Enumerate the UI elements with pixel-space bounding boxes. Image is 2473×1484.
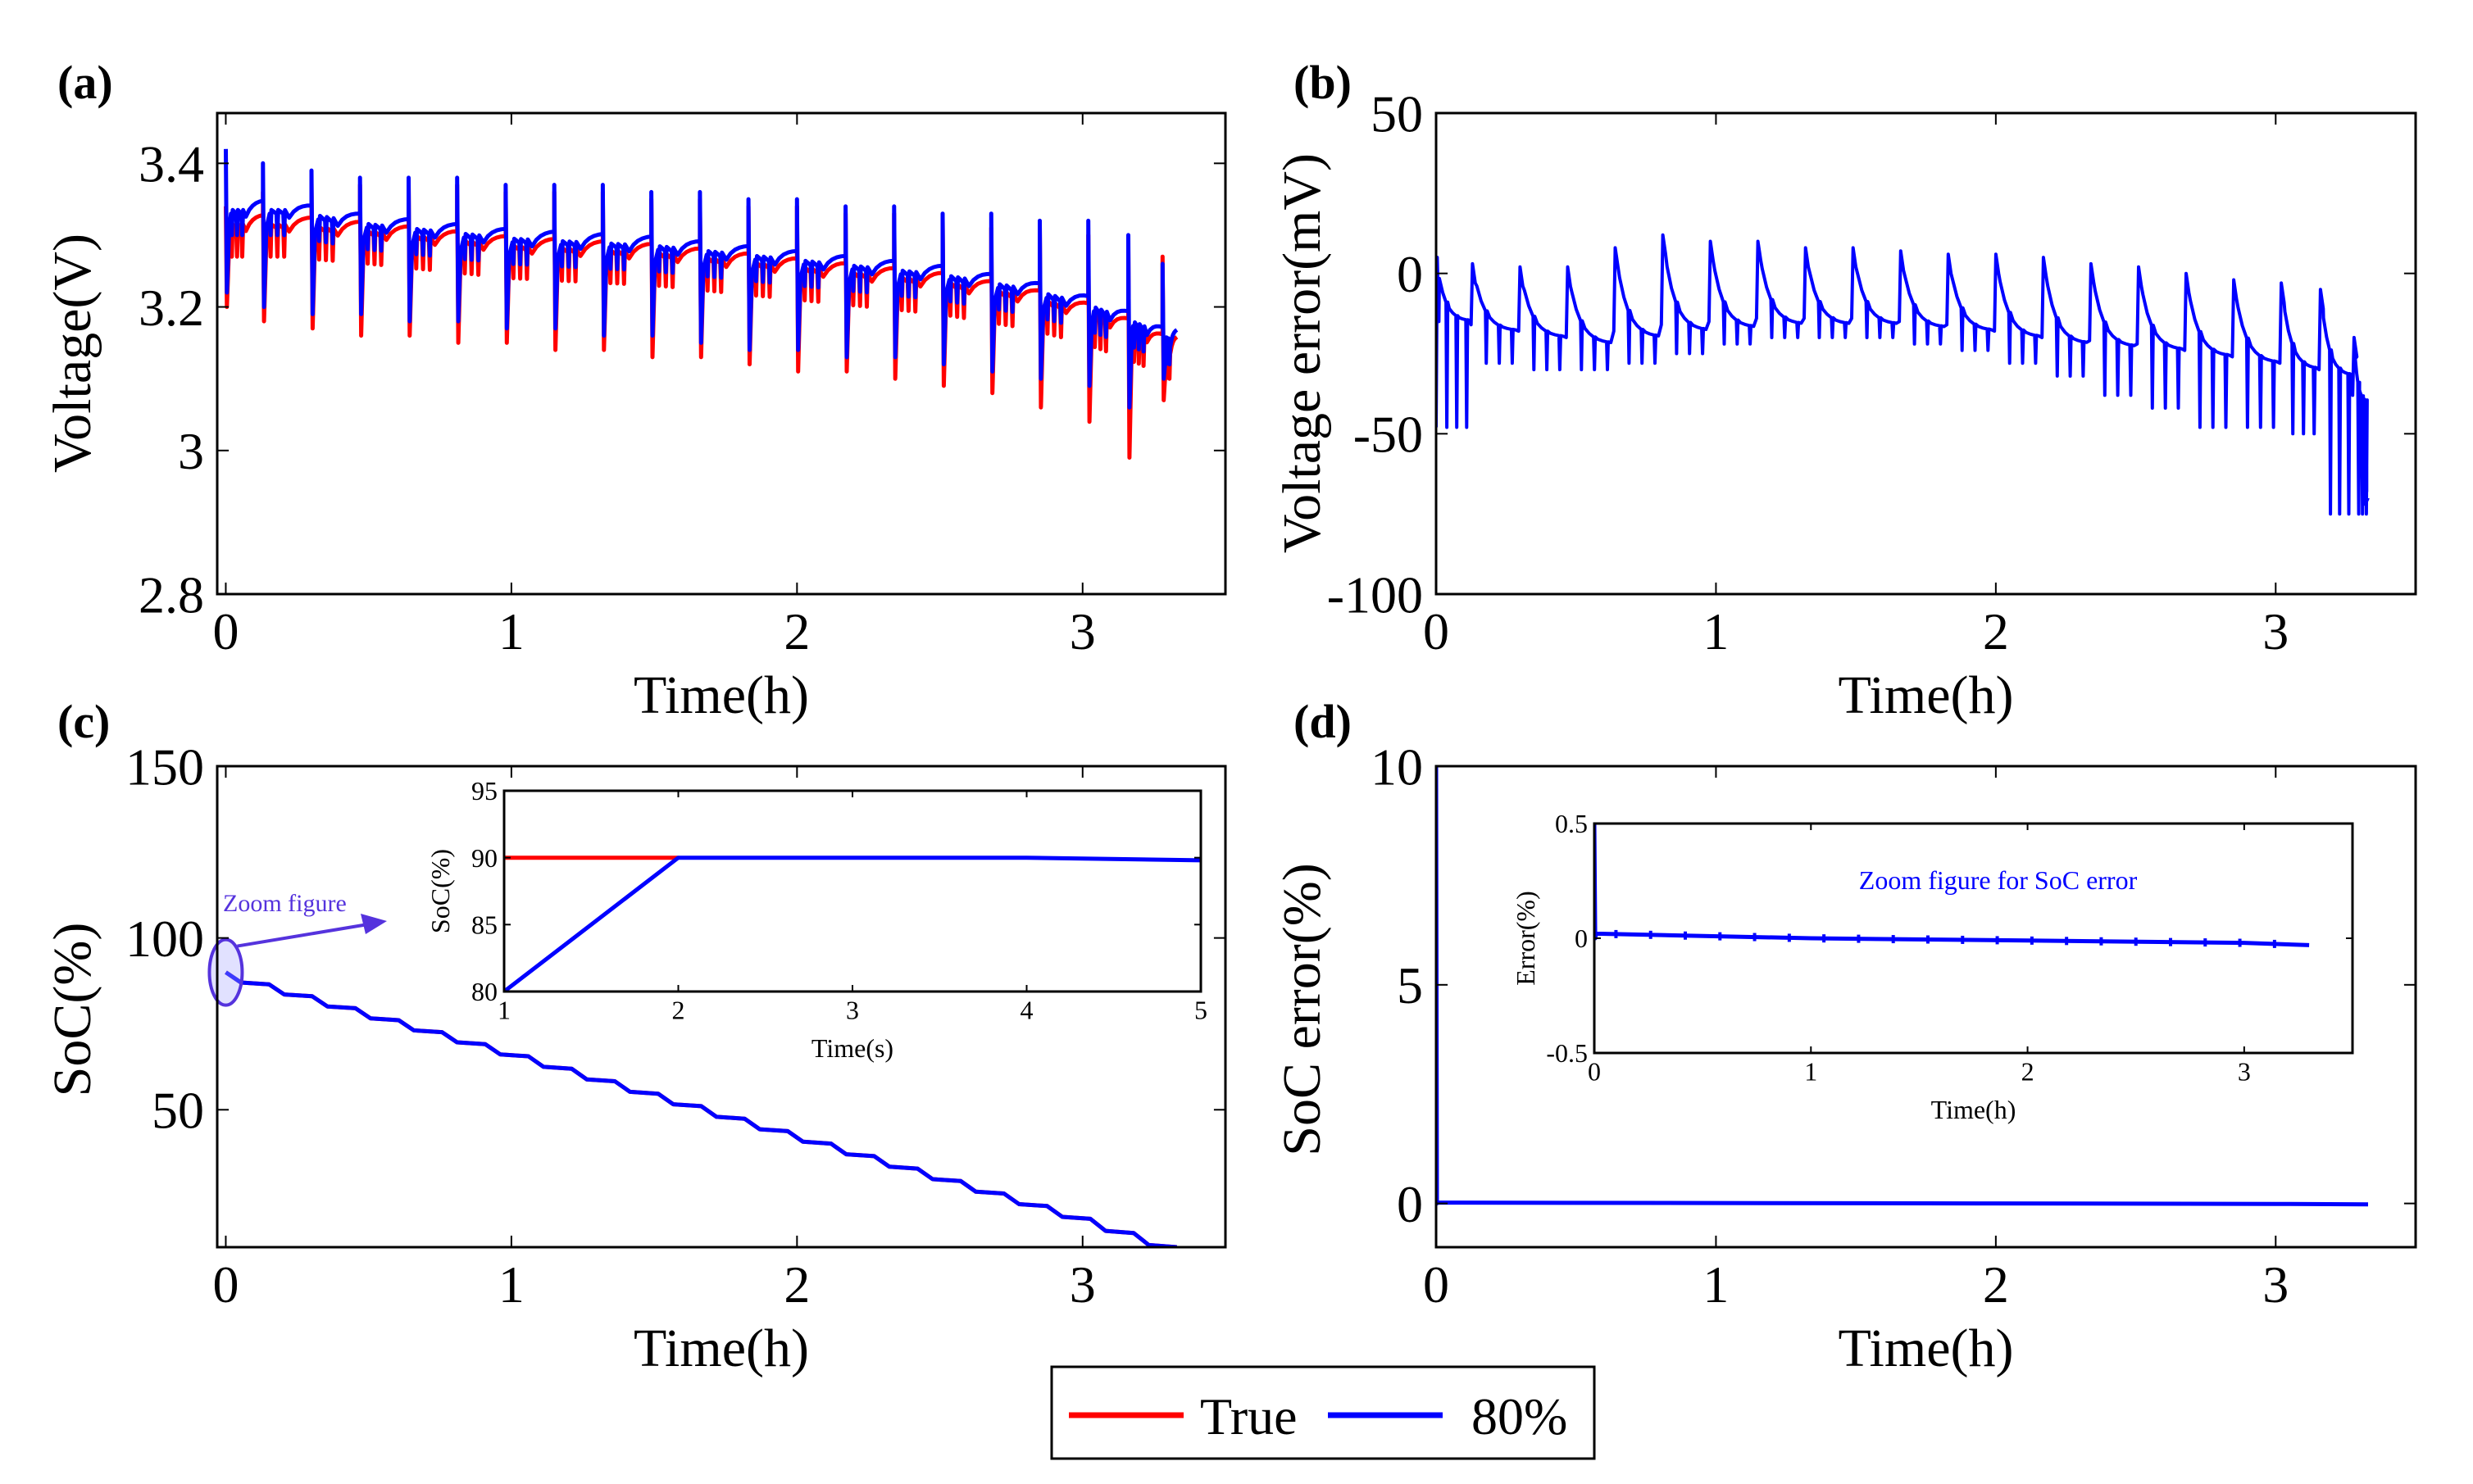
panel-c-inset-x-axis-label: Time(s) <box>811 1033 893 1063</box>
legend: True 80% <box>1050 1365 1596 1460</box>
panel-d-inset-y-tick-label: -0.5 <box>1546 1038 1588 1068</box>
panel-a-x-tick-label: 2 <box>784 602 810 660</box>
panel-c-zoom-arrow <box>237 922 374 948</box>
panel-b-x-tick-label: 3 <box>2262 602 2289 660</box>
panel-c-zoom-annotation: Zoom figure <box>223 890 347 917</box>
panel-b: (b) 0 1 2 3 -100 -50 0 50 Time(h) Voltage error(mV… <box>1272 56 2417 725</box>
legend-true-label: True <box>1200 1387 1298 1445</box>
panel-c-inset-background <box>504 791 1201 992</box>
panel-c-inset-y-tick-label: 95 <box>471 776 498 806</box>
panel-a-series-80-line <box>224 148 1179 410</box>
panel-d-inset-y-tick-label: 0 <box>1575 924 1588 953</box>
panel-d-inset-x-tick-label: 1 <box>1804 1057 1817 1087</box>
panel-c-inset-y-tick-label: 85 <box>471 910 498 940</box>
panel-c-x-tick-label: 2 <box>784 1255 810 1314</box>
panel-d-inset-title: Zoom figure for SoC error <box>1859 865 2138 895</box>
panel-c-x-axis-label: Time(h) <box>634 1318 809 1378</box>
panel-c-inset-x-tick-label: 3 <box>846 996 859 1025</box>
panel-d-y-tick-label: 5 <box>1397 956 1423 1014</box>
panel-d-inset-x-tick-label: 2 <box>2021 1057 2034 1087</box>
panel-a-x-tick-label: 1 <box>498 602 525 660</box>
panel-c-x-tick-label: 1 <box>498 1255 525 1314</box>
panel-c-y-tick-label: 50 <box>152 1082 204 1140</box>
panel-a-axes-frame <box>216 111 1227 596</box>
panel-c-inset-x-tick-label: 4 <box>1021 996 1034 1025</box>
panel-b-series-80-line <box>1436 233 2370 516</box>
panel-d-inset-x-axis-label: Time(h) <box>1931 1095 2016 1124</box>
panel-d-x-tick-label: 1 <box>1702 1255 1729 1314</box>
panel-c-inset-series-80-line <box>504 855 1201 992</box>
panel-b-y-tick-label: -100 <box>1327 565 1423 624</box>
panel-c-y-axis-label: SoC(%) <box>43 923 102 1097</box>
panel-d-x-tick-label: 0 <box>1423 1255 1449 1314</box>
panel-a-y-tick-label: 3.2 <box>139 279 204 337</box>
panel-c-label: (c) <box>57 695 110 748</box>
panel-a-y-tick-label: 2.8 <box>139 565 204 624</box>
panel-c-inset-y-axis-label: SoC(%) <box>425 849 455 933</box>
panel-d-y-tick-label: 10 <box>1371 737 1423 796</box>
panel-a: (a) 0 1 2 3 2.8 3 3.2 3.4 Time(h) Voltage(V) <box>43 56 1227 725</box>
panel-d-y-tick-label: 0 <box>1397 1175 1423 1233</box>
panel-b-y-tick-label: 50 <box>1371 84 1423 143</box>
panel-a-y-axis-label: Voltage(V) <box>43 234 102 473</box>
panel-d-y-axis-label: SoC error(%) <box>1272 863 1332 1155</box>
panel-b-x-tick-label: 0 <box>1423 602 1449 660</box>
panel-d-label: (d) <box>1293 695 1352 748</box>
panel-b-y-axis-label: Voltage error(mV) <box>1272 153 1332 553</box>
panel-b-label: (b) <box>1293 56 1352 109</box>
panel-c-inset-x-tick-label: 2 <box>672 996 685 1025</box>
panel-d-x-tick-label: 3 <box>2262 1255 2289 1314</box>
legend-80-label: 80% <box>1471 1387 1567 1445</box>
panel-c-inset-y-tick-label: 80 <box>471 977 498 1006</box>
panel-c-inset-x-tick-label: 1 <box>498 996 511 1025</box>
panel-c-axes-frame <box>216 765 1227 1249</box>
panel-a-x-tick-label: 0 <box>212 602 239 660</box>
panel-c-x-tick-label: 3 <box>1070 1255 1096 1314</box>
panel-a-label: (a) <box>57 56 113 109</box>
panel-a-y-tick-label: 3.4 <box>139 135 204 193</box>
panel-d-x-tick-label: 2 <box>1983 1255 2009 1314</box>
panel-d-inset-x-tick-label: 0 <box>1588 1057 1601 1087</box>
panel-c-y-tick-label: 150 <box>125 737 204 796</box>
panel-c-zoom-ellipse <box>207 937 244 1007</box>
panel-c-series-80-line <box>225 970 1177 1247</box>
panel-d-axes-frame <box>1434 765 2417 1249</box>
panel-c-x-tick-label: 0 <box>212 1255 239 1314</box>
panel-c-y-tick-label: 100 <box>125 910 204 968</box>
panel-d-x-axis-label: Time(h) <box>1839 1318 2014 1378</box>
panel-c-zoom-arrowhead <box>361 914 387 934</box>
panel-b-x-axis-label: Time(h) <box>1839 665 2014 725</box>
panel-c-inset-y-tick-label: 90 <box>471 843 498 873</box>
panel-b-x-tick-label: 1 <box>1702 602 1729 660</box>
panel-b-x-tick-label: 2 <box>1983 602 2009 660</box>
panel-a-x-tick-label: 3 <box>1070 602 1096 660</box>
panel-c-inset: 1 2 3 4 5 80 85 90 95 Time(s) SoC(%) <box>425 776 1207 1063</box>
panel-a-x-axis-label: Time(h) <box>634 665 809 725</box>
panel-d-inset-x-tick-label: 3 <box>2238 1057 2251 1087</box>
panel-b-axes-frame <box>1434 111 2417 596</box>
panel-d-inset-y-tick-label: 0.5 <box>1555 809 1588 838</box>
panel-d-inset-y-axis-label: Error(%) <box>1511 891 1540 985</box>
panel-a-y-tick-label: 3 <box>178 422 204 480</box>
panel-b-y-tick-label: -50 <box>1353 406 1423 464</box>
panel-b-y-tick-label: 0 <box>1397 245 1423 303</box>
panel-c-inset-x-tick-label: 5 <box>1194 996 1207 1025</box>
